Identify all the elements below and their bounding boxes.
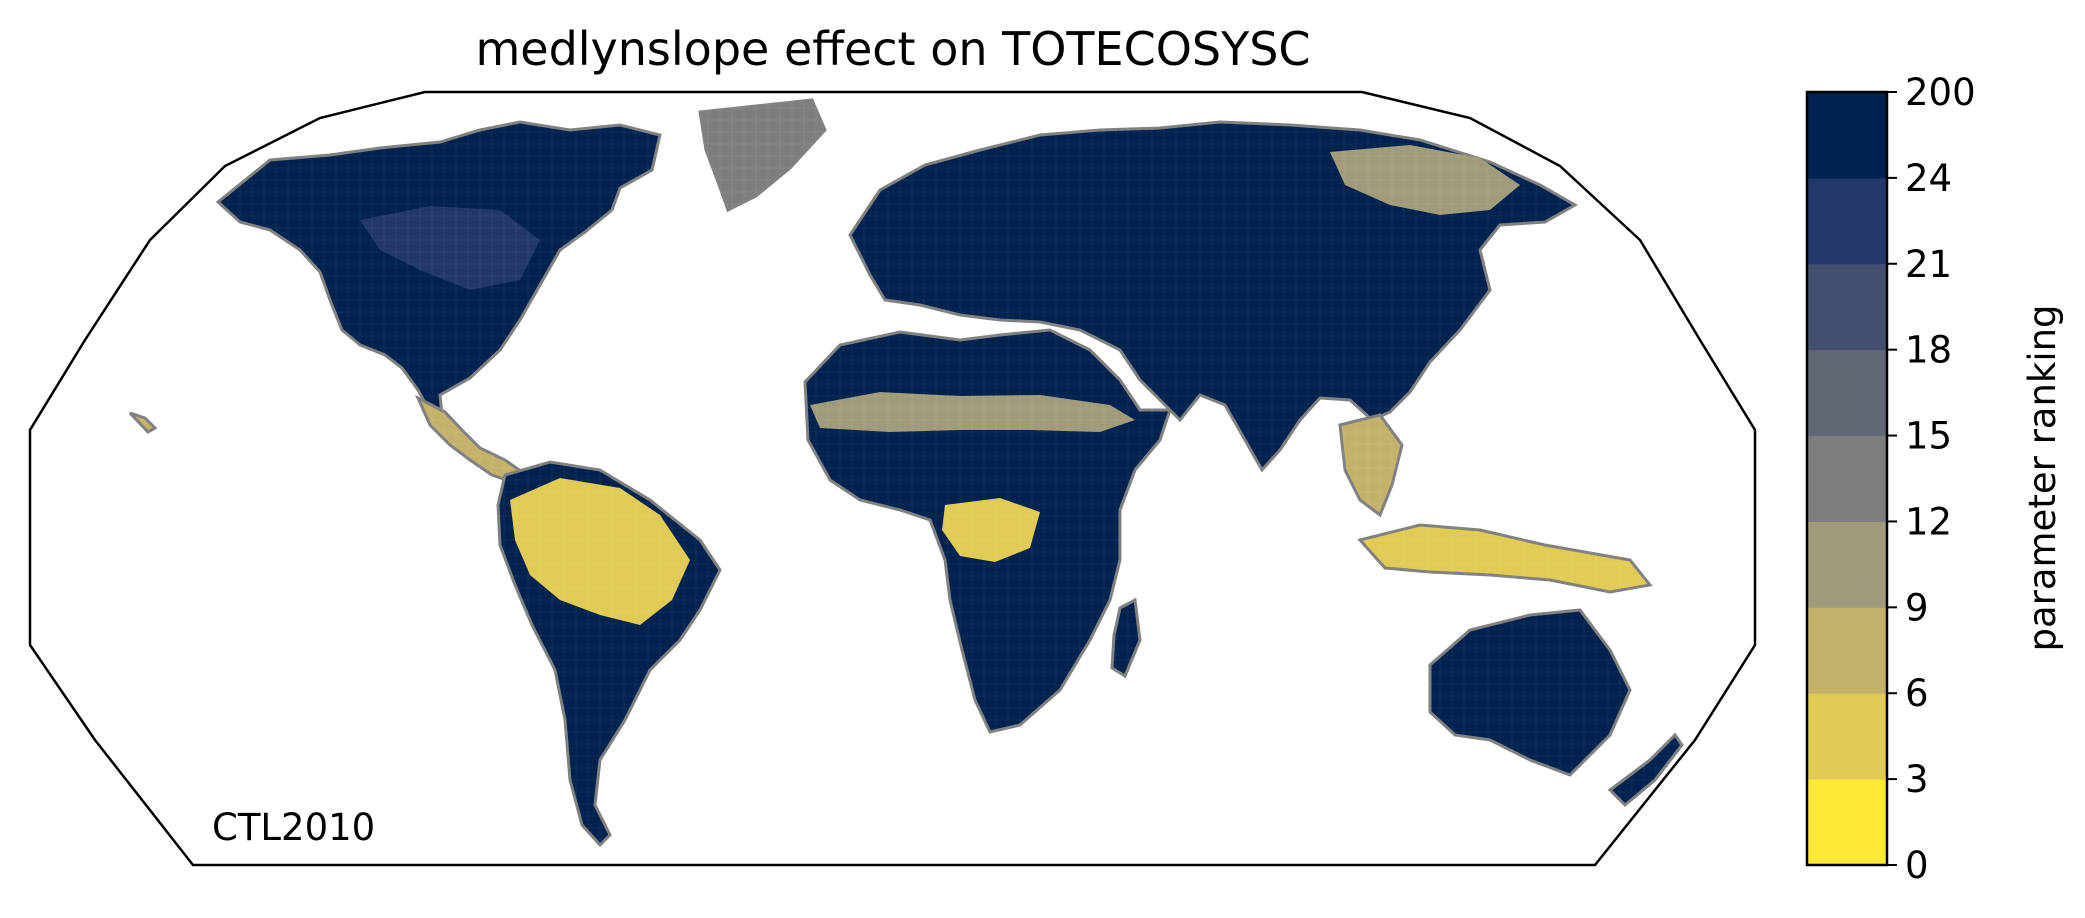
colorbar-tick-label: 9	[1905, 586, 1929, 629]
colorbar: 0 3 6 9 12 15 18 21 24 200	[1805, 71, 1976, 887]
colorbar-label: parameter ranking	[2021, 304, 2064, 651]
colorbar-frame	[1805, 90, 1889, 867]
colorbar-tick-label: 12	[1905, 500, 1952, 543]
colorbar-tick-label: 24	[1905, 157, 1952, 200]
colorbar-tick-label: 3	[1905, 758, 1929, 801]
map-boundary	[28, 90, 1757, 867]
colorbar-segment	[1807, 92, 1887, 179]
colorbar-segment	[1807, 177, 1887, 265]
colorbar-tick-label: 21	[1905, 243, 1952, 286]
experiment-label: CTL2010	[212, 806, 375, 849]
colorbar-segment	[1807, 435, 1887, 522]
colorbar-tick-label: 18	[1905, 329, 1952, 372]
colorbar-tick-label: 6	[1905, 672, 1929, 715]
colorbar-segment	[1807, 693, 1887, 780]
colorbar-segment	[1807, 607, 1887, 694]
colorbar-segment	[1807, 521, 1887, 608]
map-title: medlynslope effect on TOTECOSYSC	[475, 22, 1310, 76]
colorbar-segment	[1807, 263, 1887, 351]
colorbar-segment	[1807, 779, 1887, 866]
colorbar-tick-label: 15	[1905, 415, 1952, 458]
colorbar-tick-label: 200	[1905, 71, 1976, 114]
colorbar-tick-label: 0	[1905, 844, 1929, 887]
colorbar-segment	[1807, 349, 1887, 437]
